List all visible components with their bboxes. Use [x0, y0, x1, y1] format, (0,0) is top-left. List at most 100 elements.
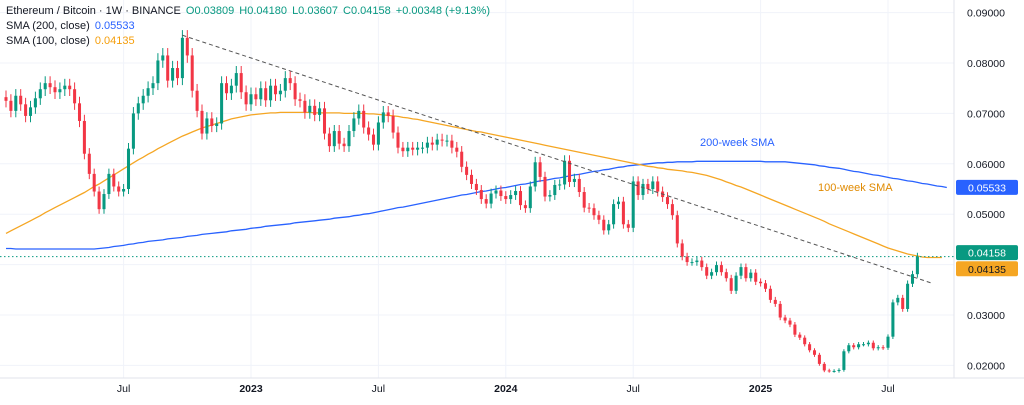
trend-line[interactable] — [182, 34, 933, 284]
candle-body — [156, 60, 160, 84]
candle-body — [847, 345, 851, 352]
candle-body — [122, 189, 126, 192]
candle-body — [616, 201, 621, 205]
candle-body — [131, 113, 135, 149]
current-price-label: 0.04158 — [968, 248, 1006, 260]
candle-body — [543, 176, 547, 197]
candle-body — [861, 344, 866, 346]
candle-body — [77, 103, 82, 121]
candle-body — [665, 197, 670, 205]
candle-body — [479, 190, 483, 200]
candle-body — [386, 112, 390, 116]
candle-body — [602, 219, 606, 231]
candle-body — [376, 122, 380, 145]
candle-body — [19, 95, 23, 105]
candle-body — [249, 94, 253, 105]
candle-body — [9, 100, 13, 111]
candle-body — [857, 344, 861, 348]
candle-body — [734, 275, 738, 291]
candle-body — [391, 115, 395, 133]
candle-body — [612, 204, 616, 225]
candle-body — [352, 118, 356, 132]
candle-body — [63, 85, 67, 90]
candle-body — [455, 147, 459, 152]
x-tick-label: 2024 — [494, 383, 518, 395]
candle-body — [224, 83, 229, 94]
high-value: H0.04180 — [239, 5, 287, 17]
candle-body — [886, 336, 890, 348]
candle-body — [420, 147, 425, 149]
sma-100-legend[interactable]: SMA (100, close) 0.04135 — [6, 34, 490, 49]
candle-body — [597, 215, 601, 220]
candle-body — [631, 181, 635, 228]
candle-body — [87, 153, 91, 174]
candle-body — [322, 108, 327, 134]
candle-body — [607, 224, 611, 231]
candle-body — [205, 118, 209, 134]
y-tick-label: 0.09000 — [967, 8, 1005, 20]
candle-body — [357, 110, 361, 119]
candle-body — [499, 190, 503, 197]
sma-200-price-label-bg — [956, 179, 1018, 195]
candle-body — [112, 173, 116, 187]
x-tick-label: Jul — [881, 383, 894, 395]
candle-body — [695, 260, 699, 263]
x-tick-label: Jul — [372, 383, 385, 395]
candle-body — [504, 196, 508, 200]
candle-body — [465, 166, 469, 175]
candle-body — [558, 184, 562, 186]
candle-body — [773, 299, 777, 304]
candle-body — [798, 334, 802, 338]
candle-body — [768, 288, 772, 300]
candle-body — [254, 94, 258, 100]
y-tick-label: 0.03000 — [967, 310, 1005, 322]
open-value: O0.03809 — [185, 5, 235, 17]
candle-body — [102, 194, 106, 210]
candle-body — [842, 351, 846, 370]
candle-body — [151, 83, 155, 89]
candle-body — [592, 208, 596, 216]
candle-body — [303, 100, 307, 113]
close-value: C0.04158 — [343, 5, 391, 17]
candle-body — [705, 267, 709, 276]
candle-body — [680, 243, 684, 257]
candle-body — [244, 92, 248, 105]
candle-body — [401, 147, 405, 152]
sma-200-price-label: 0.05533 — [968, 182, 1006, 194]
candle-body — [33, 98, 37, 108]
candle-body — [92, 173, 96, 192]
candle-body — [489, 193, 493, 204]
candle-body — [714, 265, 719, 273]
candle-body — [759, 281, 763, 284]
candle-body — [68, 85, 72, 90]
candle-body — [82, 120, 86, 154]
candle-body — [273, 85, 278, 95]
sma-100-price-label-bg — [956, 261, 1018, 277]
candle-body — [523, 205, 527, 209]
candle-body — [563, 160, 567, 185]
sma-200-legend-label: SMA (200, close) — [6, 20, 90, 32]
candle-body — [817, 354, 821, 364]
candle-body — [533, 162, 537, 187]
candle-body — [582, 192, 586, 208]
current-price-label-bg — [956, 245, 1018, 261]
candle-body — [548, 195, 552, 197]
candle-body — [670, 204, 674, 216]
candle-body — [871, 342, 875, 349]
x-tick-label: 2023 — [239, 383, 263, 395]
candle-body — [97, 191, 101, 210]
candle-body — [347, 131, 351, 147]
candle-body — [24, 104, 28, 116]
candle-body — [808, 344, 812, 351]
candle-body — [210, 118, 214, 126]
y-tick-label: 0.06000 — [967, 159, 1005, 171]
candle-body — [651, 181, 655, 189]
candle-body — [710, 272, 714, 276]
candle-body — [48, 83, 52, 88]
candle-body — [719, 265, 723, 273]
x-tick-label: 2025 — [749, 383, 773, 395]
sma-100-annotation: 100-week SMA — [818, 182, 893, 194]
sma-200-legend[interactable]: SMA (200, close) 0.05533 — [6, 19, 490, 34]
candle-body — [587, 207, 591, 209]
